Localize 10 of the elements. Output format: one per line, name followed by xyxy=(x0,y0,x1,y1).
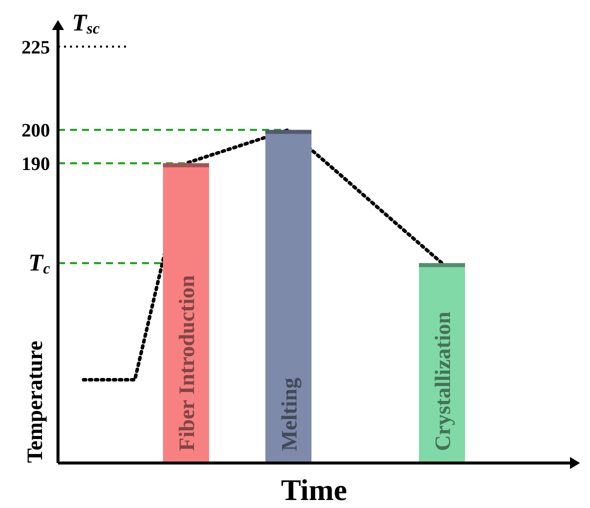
x-tick-label: Crystallization xyxy=(430,312,455,451)
x-tick-label: Fiber Introduction xyxy=(174,275,199,451)
y-tick-label: 225 xyxy=(22,37,50,58)
y-tick-label: T$_{c}$ xyxy=(28,250,50,278)
y-tick-label: 190 xyxy=(22,154,50,175)
legend-label: T$_{sc}$ xyxy=(72,10,100,38)
y-tick-label: 200 xyxy=(22,120,50,142)
x-axis-title: Time xyxy=(280,474,348,507)
y-axis-title: Temperature xyxy=(22,340,47,463)
x-tick-label: Melting xyxy=(276,378,302,451)
